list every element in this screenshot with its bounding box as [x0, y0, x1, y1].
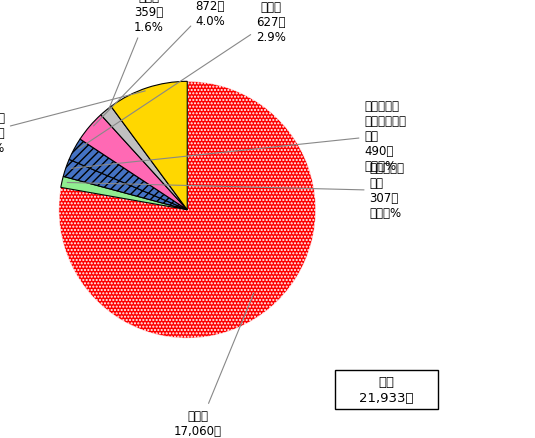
Text: ノルウェー
国籍
307件
１．４%: ノルウェー 国籍 307件 １．４% — [67, 162, 404, 220]
Text: その他
359件
1.6%: その他 359件 1.6% — [109, 0, 164, 111]
Text: 韓国籍
2,218件
10.1%: 韓国籍 2,218件 10.1% — [0, 92, 145, 155]
Text: 日本国籍
872件
4.0%: 日本国籍 872件 4.0% — [94, 0, 225, 127]
Text: 21,933件: 21,933件 — [359, 392, 414, 405]
Text: 合計: 合計 — [378, 374, 394, 388]
FancyBboxPatch shape — [335, 371, 438, 409]
Wedge shape — [69, 140, 187, 210]
Wedge shape — [101, 107, 187, 210]
Text: 中国籍
17,060件
77.8%: 中国籍 17,060件 77.8% — [173, 293, 254, 438]
Text: 米国籍
627件
2.9%: 米国籍 627件 2.9% — [79, 1, 286, 149]
Wedge shape — [59, 82, 316, 338]
Wedge shape — [63, 160, 187, 210]
Wedge shape — [61, 177, 187, 210]
Wedge shape — [111, 82, 187, 210]
Text: 欧州（ノル
ウェー除く）
国籍
490件
２．２%: 欧州（ノル ウェー除く） 国籍 490件 ２．２% — [71, 99, 407, 173]
Wedge shape — [80, 116, 187, 210]
